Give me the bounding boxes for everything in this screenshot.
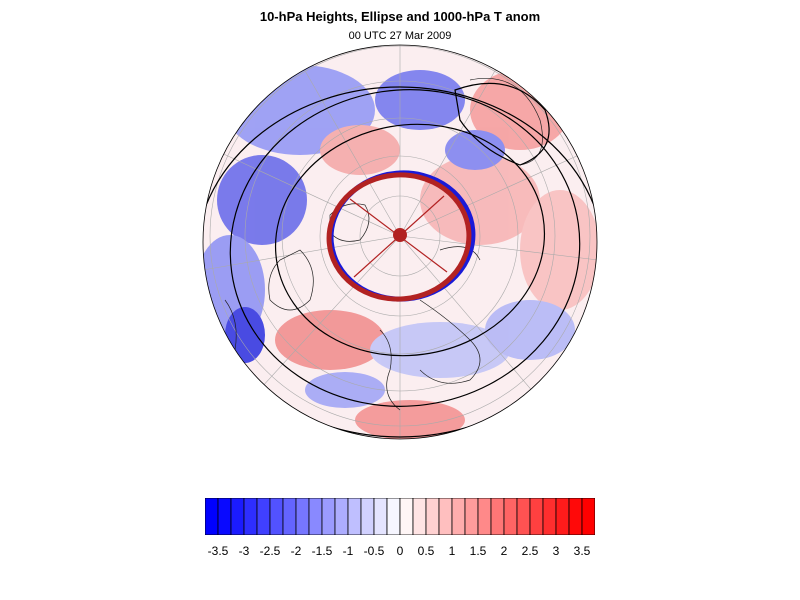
- polar-map: [202, 44, 598, 440]
- colorbar-box: [568, 498, 583, 535]
- colorbar-box: [205, 498, 219, 535]
- colorbar-box: [516, 498, 531, 535]
- colorbar-tick-label: -2: [290, 544, 302, 558]
- colorbar-box: [269, 498, 284, 535]
- colorbar-tick-label: -1.5: [311, 544, 333, 558]
- colorbar-box: [477, 498, 492, 535]
- colorbar-tick-label: 0.5: [417, 544, 435, 558]
- colorbar-tick-label: 2.5: [521, 544, 539, 558]
- vortex-center-marker: [393, 228, 407, 242]
- colorbar-tick-label: -2.5: [259, 544, 281, 558]
- colorbar-box: [347, 498, 362, 535]
- colorbar-box: [334, 498, 349, 535]
- colorbar-box: [256, 498, 271, 535]
- graticule: [203, 45, 597, 439]
- coastlines: [224, 78, 543, 411]
- colorbar-box: [542, 498, 557, 535]
- colorbar-tick-label: 0: [396, 544, 404, 558]
- colorbar-box: [399, 498, 414, 535]
- colorbar-box: [321, 498, 336, 535]
- colorbar-tick-label: -1: [342, 544, 354, 558]
- colorbar-box: [425, 498, 440, 535]
- colorbar-box: [581, 498, 595, 535]
- chart-title: 10-hPa Heights, Ellipse and 1000-hPa T a…: [259, 9, 541, 24]
- colorbar-box: [555, 498, 570, 535]
- colorbar-box: [490, 498, 505, 535]
- colorbar-tick-label: -3: [238, 544, 250, 558]
- vortex-ellipse: [326, 170, 476, 302]
- colorbar-box: [503, 498, 518, 535]
- colorbar-tick-label: 1.5: [469, 544, 487, 558]
- colorbar-tick-label: 3.5: [573, 544, 591, 558]
- colorbar-box: [360, 498, 375, 535]
- colorbar: [205, 498, 595, 535]
- colorbar-box: [282, 498, 297, 535]
- temperature-anomaly-field: [203, 45, 597, 439]
- colorbar-box: [308, 498, 323, 535]
- colorbar-tick-label: -0.5: [363, 544, 385, 558]
- colorbar-box: [412, 498, 427, 535]
- colorbar-box: [230, 498, 245, 535]
- colorbar-tick-label: -3.5: [207, 544, 229, 558]
- colorbar-tick-label: 3: [552, 544, 560, 558]
- colorbar-box: [464, 498, 479, 535]
- colorbar-box: [386, 498, 401, 535]
- height-contours: [203, 82, 597, 438]
- colorbar-box: [438, 498, 453, 535]
- colorbar-box: [373, 498, 388, 535]
- colorbar-box: [451, 498, 466, 535]
- colorbar-tick-label: 1: [448, 544, 456, 558]
- chart-subtitle: 00 UTC 27 Mar 2009: [348, 30, 452, 42]
- colorbar-tick-label: 2: [500, 544, 508, 558]
- colorbar-box: [529, 498, 544, 535]
- colorbar-box: [295, 498, 310, 535]
- colorbar-box: [217, 498, 232, 535]
- globe-outline: [202, 44, 598, 440]
- colorbar-box: [243, 498, 258, 535]
